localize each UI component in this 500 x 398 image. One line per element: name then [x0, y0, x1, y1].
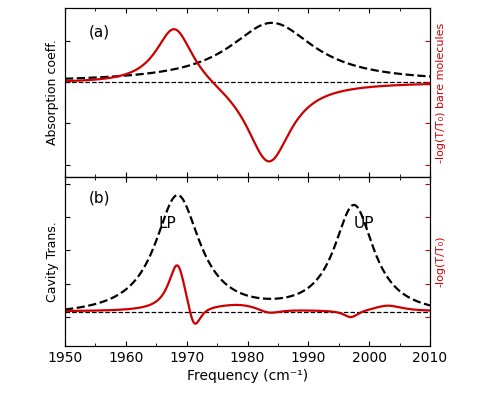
- Text: (b): (b): [88, 191, 110, 206]
- Text: LP: LP: [158, 216, 176, 231]
- Text: UP: UP: [354, 216, 374, 231]
- X-axis label: Frequency (cm⁻¹): Frequency (cm⁻¹): [187, 369, 308, 383]
- Y-axis label: -log(T/T₀) bare molecules: -log(T/T₀) bare molecules: [436, 22, 446, 163]
- Text: (a): (a): [88, 25, 110, 40]
- Y-axis label: -log(T/T₀): -log(T/T₀): [436, 236, 446, 287]
- Y-axis label: Absorption coeff.: Absorption coeff.: [46, 39, 60, 146]
- Y-axis label: Cavity Trans.: Cavity Trans.: [46, 221, 60, 302]
